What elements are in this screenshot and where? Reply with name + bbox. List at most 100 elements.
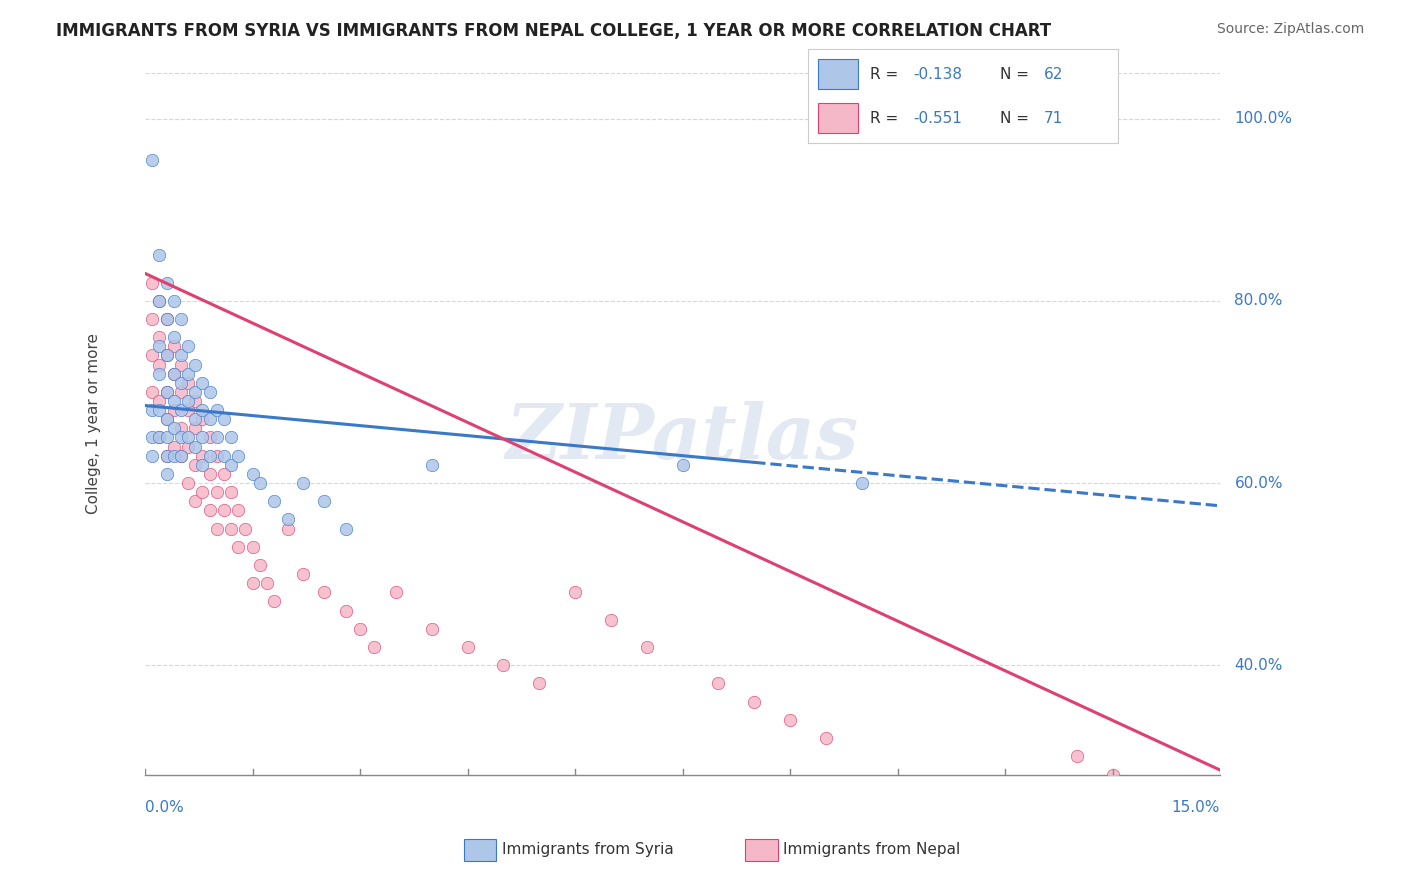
Text: N =: N = bbox=[1000, 111, 1033, 126]
Point bbox=[184, 494, 207, 508]
Point bbox=[155, 384, 177, 399]
Point bbox=[148, 248, 170, 262]
Point bbox=[191, 430, 214, 444]
Point bbox=[242, 576, 264, 591]
Point bbox=[163, 440, 186, 454]
Text: College, 1 year or more: College, 1 year or more bbox=[86, 334, 101, 515]
Point bbox=[235, 522, 257, 536]
Point bbox=[141, 312, 163, 326]
Point bbox=[249, 475, 271, 490]
Text: Source: ZipAtlas.com: Source: ZipAtlas.com bbox=[1216, 22, 1364, 37]
Point bbox=[177, 440, 200, 454]
Point bbox=[742, 695, 765, 709]
Point bbox=[155, 412, 177, 426]
Point bbox=[148, 330, 170, 344]
Point bbox=[212, 503, 235, 517]
Point bbox=[277, 522, 299, 536]
Point bbox=[170, 358, 193, 372]
Point bbox=[184, 394, 207, 409]
Text: 71: 71 bbox=[1043, 111, 1063, 126]
Point bbox=[205, 485, 228, 500]
Point bbox=[170, 376, 193, 390]
Point bbox=[170, 384, 193, 399]
Point bbox=[564, 585, 586, 599]
Point bbox=[814, 731, 837, 746]
Point bbox=[155, 276, 177, 290]
Text: IMMIGRANTS FROM SYRIA VS IMMIGRANTS FROM NEPAL COLLEGE, 1 YEAR OR MORE CORRELATI: IMMIGRANTS FROM SYRIA VS IMMIGRANTS FROM… bbox=[56, 22, 1052, 40]
Point bbox=[184, 440, 207, 454]
Point bbox=[529, 676, 551, 690]
Point bbox=[277, 512, 299, 526]
Point bbox=[148, 430, 170, 444]
Point bbox=[212, 412, 235, 426]
Point bbox=[219, 458, 242, 472]
Point bbox=[155, 348, 177, 362]
Point bbox=[707, 676, 730, 690]
Point bbox=[219, 522, 242, 536]
Point bbox=[600, 613, 623, 627]
Point bbox=[1066, 749, 1088, 764]
Point bbox=[420, 458, 443, 472]
Point bbox=[198, 467, 221, 481]
Point bbox=[155, 449, 177, 463]
Point bbox=[148, 394, 170, 409]
Point bbox=[226, 503, 249, 517]
Text: -0.551: -0.551 bbox=[914, 111, 963, 126]
Point bbox=[148, 339, 170, 353]
Point bbox=[148, 430, 170, 444]
Point bbox=[314, 494, 336, 508]
Point bbox=[212, 467, 235, 481]
Point bbox=[177, 403, 200, 417]
Point bbox=[198, 384, 221, 399]
Text: ZIPatlas: ZIPatlas bbox=[506, 401, 859, 475]
Point bbox=[163, 330, 186, 344]
Point bbox=[335, 522, 357, 536]
Point bbox=[170, 312, 193, 326]
Point bbox=[249, 558, 271, 572]
Point bbox=[170, 403, 193, 417]
Point bbox=[184, 458, 207, 472]
Point bbox=[141, 153, 163, 167]
Bar bbox=[818, 60, 858, 89]
Point bbox=[163, 367, 186, 381]
Point bbox=[141, 348, 163, 362]
Point bbox=[163, 449, 186, 463]
Point bbox=[141, 403, 163, 417]
Point bbox=[191, 485, 214, 500]
Point bbox=[141, 276, 163, 290]
Point bbox=[148, 358, 170, 372]
Text: 62: 62 bbox=[1043, 67, 1063, 82]
Point bbox=[779, 713, 801, 727]
Text: 80.0%: 80.0% bbox=[1234, 293, 1282, 309]
Point bbox=[1101, 767, 1123, 781]
Text: 15.0%: 15.0% bbox=[1171, 800, 1220, 815]
Text: R =: R = bbox=[870, 111, 904, 126]
Point bbox=[205, 522, 228, 536]
Point bbox=[671, 458, 693, 472]
Point bbox=[291, 475, 314, 490]
Point bbox=[191, 449, 214, 463]
Point bbox=[148, 403, 170, 417]
Point bbox=[155, 312, 177, 326]
Point bbox=[198, 449, 221, 463]
Text: R =: R = bbox=[870, 67, 904, 82]
Point bbox=[155, 384, 177, 399]
Point bbox=[184, 421, 207, 435]
Text: 60.0%: 60.0% bbox=[1234, 475, 1282, 491]
Bar bbox=[818, 103, 858, 134]
Point bbox=[177, 475, 200, 490]
Point bbox=[170, 449, 193, 463]
Point bbox=[163, 403, 186, 417]
Point bbox=[155, 449, 177, 463]
Point bbox=[155, 412, 177, 426]
Text: -0.138: -0.138 bbox=[914, 67, 963, 82]
Point bbox=[163, 421, 186, 435]
Point bbox=[219, 430, 242, 444]
Point bbox=[420, 622, 443, 636]
Point bbox=[314, 585, 336, 599]
Point bbox=[148, 367, 170, 381]
Point bbox=[198, 430, 221, 444]
Point bbox=[205, 403, 228, 417]
Point bbox=[198, 503, 221, 517]
Point bbox=[226, 449, 249, 463]
